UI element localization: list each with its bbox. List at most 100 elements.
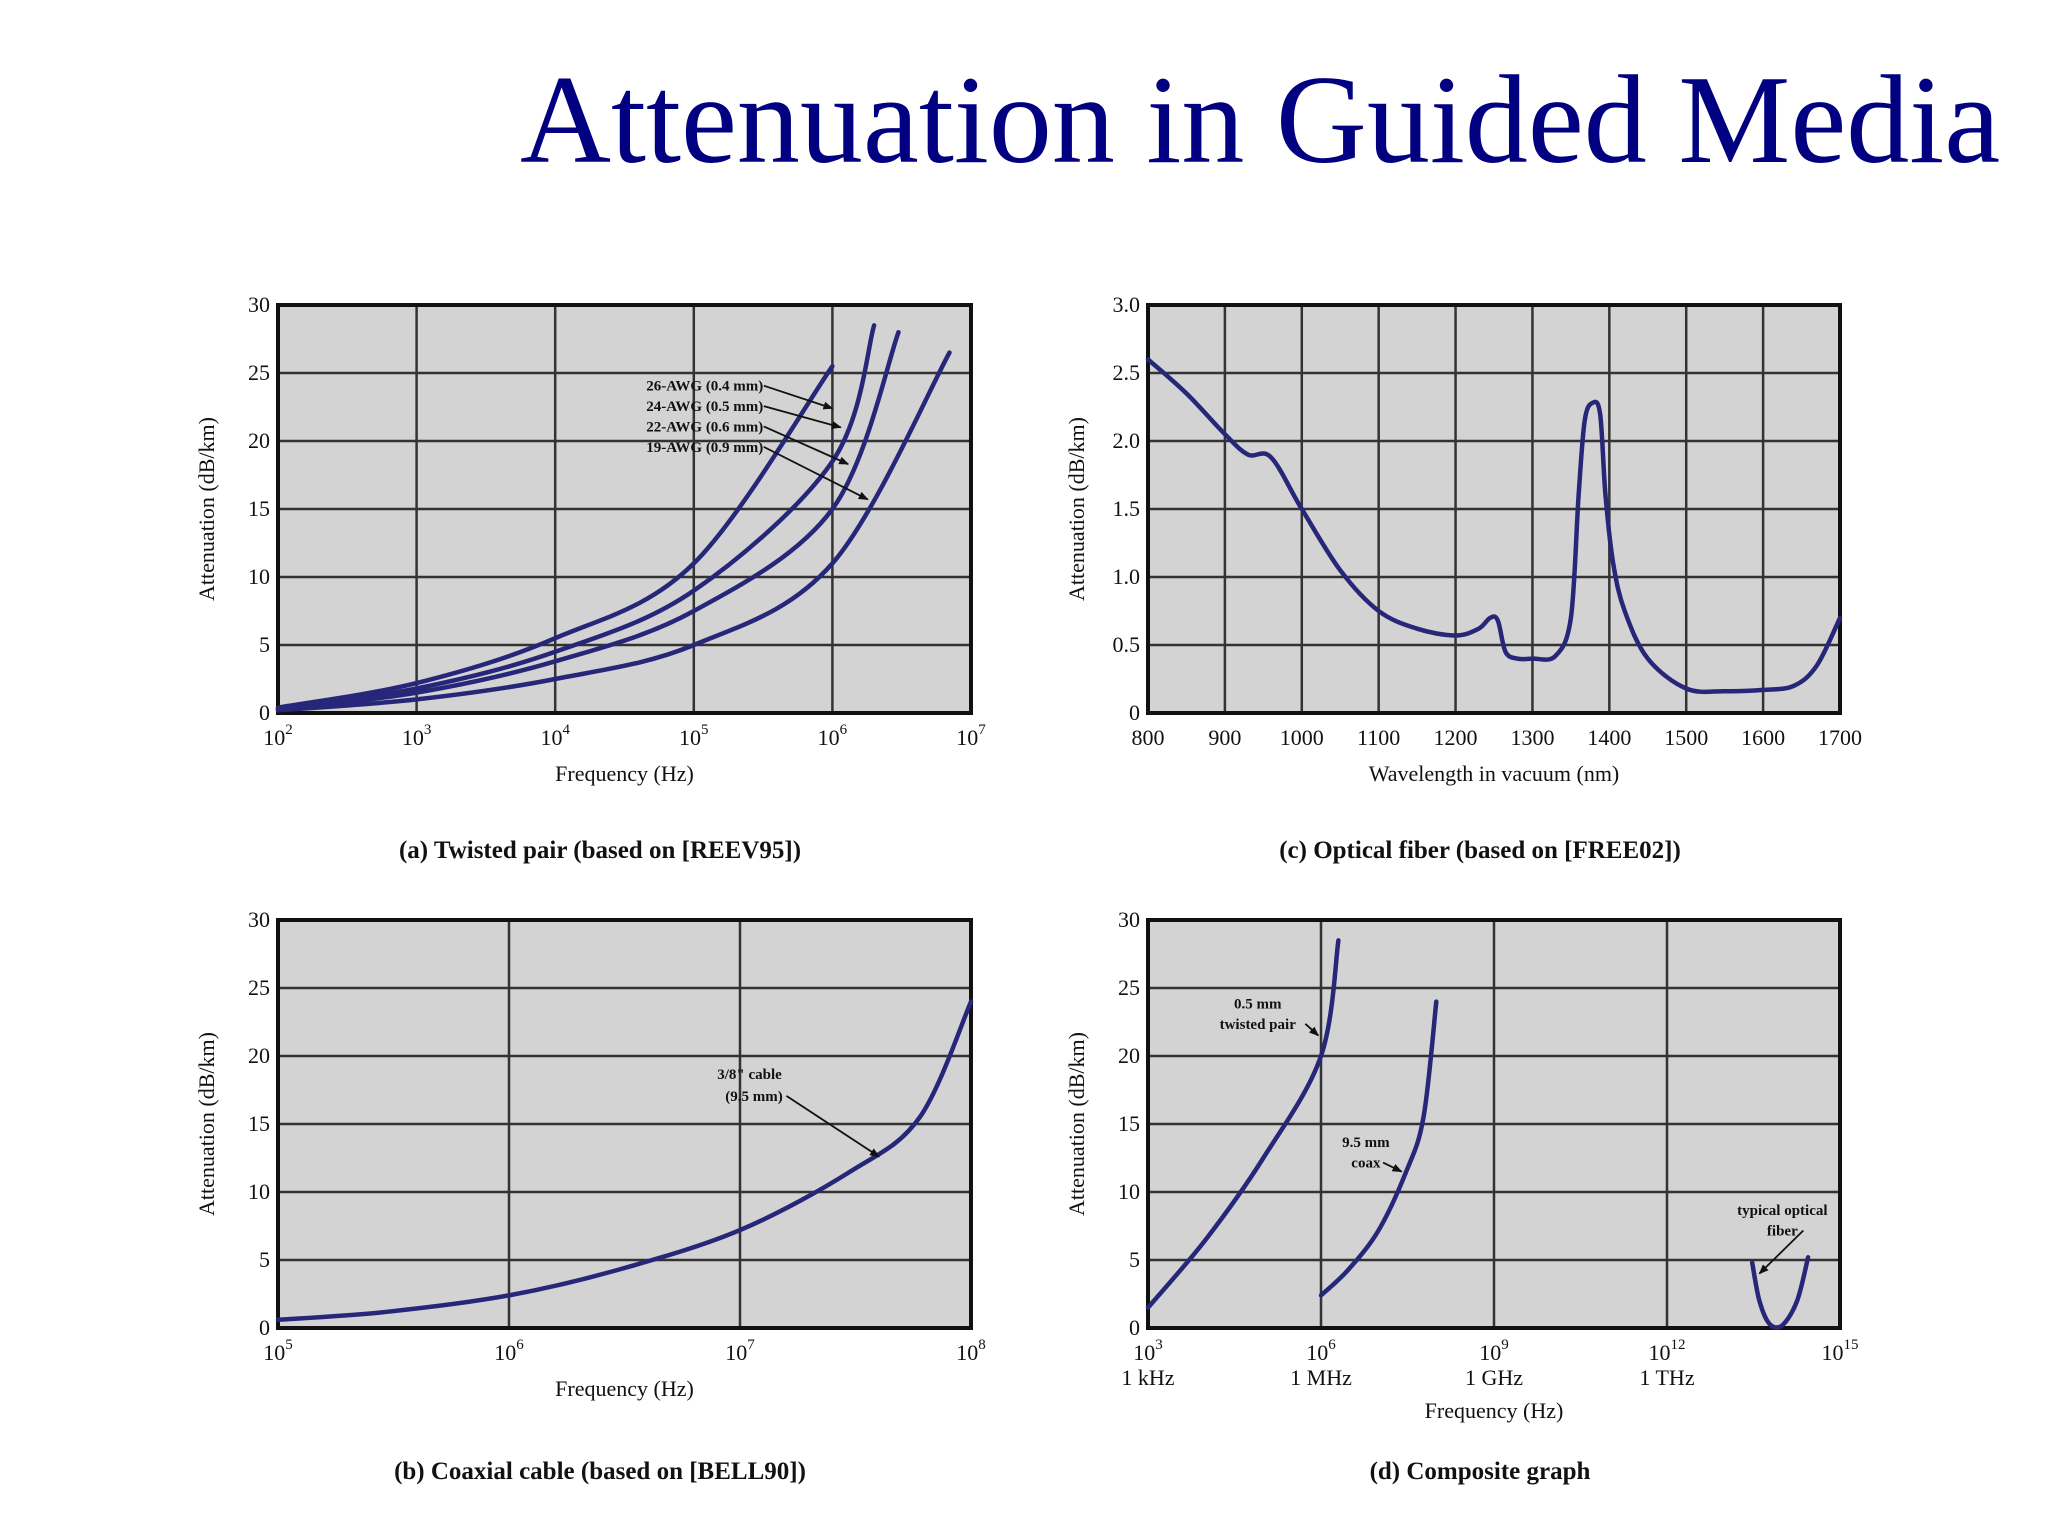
y-tick-label: 5 <box>259 1247 270 1272</box>
y-tick-label: 30 <box>1118 907 1140 932</box>
y-tick-label: 0 <box>1129 700 1140 725</box>
y-tick-label: 0.5 <box>1113 632 1141 657</box>
y-tick-label: 2.0 <box>1113 428 1141 453</box>
x-tick-label: 103 <box>1133 1337 1163 1365</box>
annotation-arrow <box>763 405 842 429</box>
annotation-label: 19-AWG (0.9 mm) <box>646 440 763 456</box>
x-tick-label: 1100 <box>1357 725 1400 750</box>
caption-twisted-pair: (a) Twisted pair (based on [REEV95]) <box>398 837 802 864</box>
series-line-b-0 <box>275 999 974 1323</box>
y-tick-label: 30 <box>248 292 270 317</box>
caption-composite: (d) Composite graph <box>1369 1458 1591 1485</box>
y-tick-label: 5 <box>1129 1247 1140 1272</box>
annotation-label: typical optical <box>1737 1203 1827 1219</box>
y-tick-label: 1.0 <box>1113 564 1141 589</box>
series-line-d-1 <box>1318 999 1439 1298</box>
x-tick-label: 106 <box>1306 1337 1336 1365</box>
y-tick-label: 0 <box>259 1315 270 1340</box>
y-tick-label: 30 <box>248 907 270 932</box>
x-tick-label: 109 <box>1479 1337 1509 1365</box>
x-tick-label: 102 <box>263 722 293 750</box>
y-axis-label: Attenuation (dB/km) <box>1064 417 1089 601</box>
series-line-d-2 <box>1749 1255 1811 1330</box>
series-line-a-3 <box>275 350 952 713</box>
y-tick-label: 10 <box>1118 1179 1140 1204</box>
x-tick-label: 107 <box>725 1337 755 1365</box>
annotation-label: coax <box>1351 1156 1381 1172</box>
annotation-arrow <box>1382 1161 1403 1173</box>
y-tick-label: 1.5 <box>1113 496 1141 521</box>
annotation-label: 3/8" cable <box>717 1067 782 1083</box>
x-tick-label: 103 <box>402 722 432 750</box>
series-line-a-0 <box>275 363 835 710</box>
x-tick-label: 1012 <box>1649 1337 1686 1365</box>
x-tick-label: 1300 <box>1510 725 1554 750</box>
y-tick-label: 20 <box>248 428 270 453</box>
caption-coaxial-cable: (b) Coaxial cable (based on [BELL90]) <box>394 1458 806 1485</box>
series-line-d-0 <box>1145 938 1341 1310</box>
x-tick-label: 104 <box>540 722 570 750</box>
annotation-label: 22-AWG (0.6 mm) <box>646 419 763 435</box>
chart-optical-fiber: 800 900 1000 1100 1200 1300 1400 1500 1600 1700 0 0… <box>1064 292 1862 786</box>
x-tick-sublabel: 1 MHz <box>1290 1365 1352 1390</box>
y-tick-label: 20 <box>248 1043 270 1068</box>
y-tick-label: 10 <box>248 1179 270 1204</box>
x-tick-sublabel: 1 THz <box>1639 1365 1694 1390</box>
annotation-label: 24-AWG (0.5 mm) <box>646 399 763 415</box>
x-tick-sublabel: 1 kHz <box>1121 1365 1174 1390</box>
y-tick-label: 25 <box>248 360 270 385</box>
annotation-label: 26-AWG (0.4 mm) <box>646 379 763 395</box>
x-axis-label: Frequency (Hz) <box>555 1376 694 1401</box>
x-tick-label: 1000 <box>1280 725 1324 750</box>
annotation-label: (9.5 mm) <box>725 1089 782 1105</box>
x-tick-label: 105 <box>263 1337 293 1365</box>
annotation-arrow <box>785 1095 880 1158</box>
series-line-a-2 <box>275 329 901 712</box>
x-tick-label: 108 <box>956 1337 986 1365</box>
y-axis-label: Attenuation (dB/km) <box>194 1032 219 1216</box>
x-tick-label: 106 <box>494 1337 524 1365</box>
y-axis-label: Attenuation (dB/km) <box>194 417 219 601</box>
y-tick-label: 25 <box>1118 975 1140 1000</box>
y-tick-label: 0 <box>259 700 270 725</box>
y-axis-label: Attenuation (dB/km) <box>1064 1032 1089 1216</box>
annotation-arrow <box>763 446 869 501</box>
x-tick-label: 107 <box>956 722 986 750</box>
annotation-arrow <box>1304 1023 1320 1037</box>
x-axis-label: Frequency (Hz) <box>1425 1398 1564 1423</box>
annotation-arrow <box>763 384 834 410</box>
x-tick-label: 106 <box>818 722 848 750</box>
y-tick-label: 20 <box>1118 1043 1140 1068</box>
x-tick-sublabel: 1 GHz <box>1465 1365 1523 1390</box>
annotation-label: fiber <box>1767 1224 1798 1240</box>
y-tick-label: 5 <box>259 632 270 657</box>
y-tick-label: 25 <box>248 975 270 1000</box>
plot-frame <box>276 303 973 715</box>
x-tick-label: 1200 <box>1434 725 1478 750</box>
slide-title: Attenuation in Guided Media <box>520 51 2001 190</box>
x-axis-label: Frequency (Hz) <box>555 761 694 786</box>
x-axis-label: Wavelength in vacuum (nm) <box>1369 761 1620 786</box>
plot-frame <box>1146 303 1842 715</box>
plot-frame <box>276 918 973 1330</box>
x-tick-label: 105 <box>679 722 709 750</box>
x-tick-label: 1500 <box>1664 725 1708 750</box>
y-tick-label: 15 <box>1118 1111 1140 1136</box>
annotation-label: 9.5 mm <box>1342 1135 1390 1151</box>
x-tick-label: 800 <box>1132 725 1165 750</box>
y-tick-label: 10 <box>248 564 270 589</box>
x-tick-label: 1400 <box>1587 725 1631 750</box>
x-tick-label: 1600 <box>1741 725 1785 750</box>
annotation-arrow <box>763 425 850 465</box>
y-tick-label: 15 <box>248 1111 270 1136</box>
chart-coaxial-cable: 105 106 107 108 0 5 10 15 20 25 30 3/8" cable (9.5 m… <box>194 907 986 1401</box>
x-tick-label: 1015 <box>1822 1337 1859 1365</box>
caption-optical-fiber: (c) Optical fiber (based on [FREE02]) <box>1279 837 1681 864</box>
y-tick-label: 15 <box>248 496 270 521</box>
annotation-label: twisted pair <box>1220 1017 1297 1033</box>
x-tick-label: 1700 <box>1818 725 1862 750</box>
chart-twisted-pair: 102 103 104 105 106 107 0 5 10 15 20 25 30 26-AWG (0.… <box>194 292 986 786</box>
annotation-arrow <box>1758 1229 1804 1275</box>
x-tick-label: 900 <box>1208 725 1241 750</box>
